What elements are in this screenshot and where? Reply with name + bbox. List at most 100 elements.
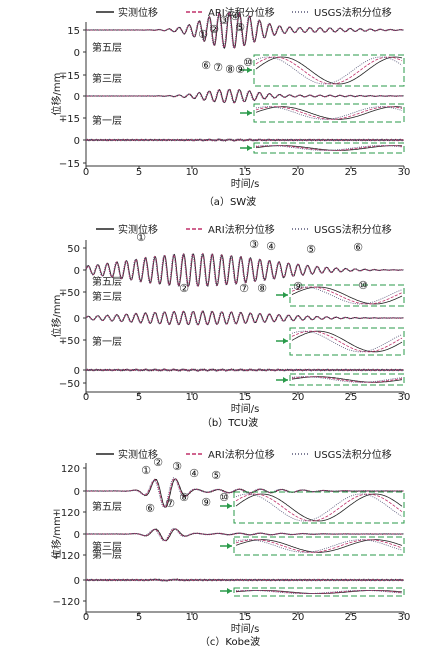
x-tick-label: 15 — [239, 612, 252, 623]
y-tick-label: 0 — [74, 530, 80, 541]
x-tick-label: 20 — [292, 392, 305, 403]
zoom-box — [289, 327, 405, 356]
zoom-series-line — [255, 56, 403, 85]
zoom-series-line — [291, 286, 403, 305]
marker-label: ⑧ — [179, 491, 189, 504]
y-tick-label: ∓15 — [59, 114, 80, 125]
y-tick-label: −50 — [59, 379, 80, 390]
marker-label: ⑩ — [358, 279, 368, 292]
zoom-series-line — [235, 539, 403, 553]
series-line-2 — [85, 478, 404, 508]
marker-label: ⑥ — [201, 59, 211, 72]
zoom-box — [233, 491, 405, 524]
y-axis-label: 位移/mm — [50, 516, 63, 559]
marker-label: ① — [198, 28, 208, 41]
zoom-series-line — [255, 145, 403, 151]
layer-label: 第一层 — [92, 335, 122, 348]
marker-label: ① — [141, 464, 151, 477]
zoom-arrow-head — [227, 503, 232, 509]
layer-label: 第一层 — [92, 114, 122, 127]
y-tick-label: 0 — [74, 576, 80, 587]
legend-label: 实测位移 — [118, 223, 158, 236]
x-tick-label: 15 — [239, 392, 252, 403]
x-tick-label: 5 — [136, 392, 142, 403]
zoom-series-line — [255, 106, 403, 120]
zoom-arrow-head — [247, 67, 252, 73]
x-tick-label: 30 — [398, 392, 411, 403]
zoom-series-line — [291, 330, 403, 353]
x-tick-label: 0 — [83, 167, 89, 178]
zoom-box — [289, 284, 405, 307]
zoom-arrow-head — [283, 338, 288, 344]
zoom-series-line — [255, 56, 403, 85]
y-tick-label: −120 — [53, 597, 80, 608]
marker-label: ⑤ — [235, 21, 245, 34]
series-line-2 — [85, 252, 404, 288]
zoom-series-line — [291, 330, 403, 353]
zoom-series-line — [291, 376, 403, 383]
zoom-series-line — [235, 493, 403, 522]
layer-label: 第五层 — [92, 41, 122, 54]
marker-label: ④ — [230, 10, 240, 23]
zoom-arrow-head — [227, 588, 232, 594]
marker-label: ⑧ — [225, 63, 235, 76]
zoom-series-line — [255, 145, 403, 151]
y-tick-label: 0 — [74, 92, 80, 103]
series-line-3 — [85, 578, 404, 582]
x-tick-label: 10 — [186, 392, 199, 403]
x-tick-label: 5 — [136, 167, 142, 178]
zoom-series-line — [291, 286, 403, 305]
layer-label: 第三层 — [92, 540, 122, 553]
zoom-arrow-head — [283, 377, 288, 383]
panel-caption: （c）Kobe波 — [200, 635, 260, 648]
y-tick-label: ∓120 — [53, 551, 80, 562]
zoom-box — [253, 103, 405, 123]
x-tick-label: 0 — [83, 612, 89, 623]
marker-label: ⑩ — [243, 56, 253, 69]
marker-label: ⑨ — [201, 496, 211, 509]
chart-panel-3: 实测位移 ARI法积分位移 USGS法积分位移1200∓1200∓1200−1200… — [50, 448, 410, 648]
series-line-3 — [85, 310, 404, 326]
layer-label: 第五层 — [92, 275, 122, 288]
x-axis-label: 时间/s — [231, 622, 260, 635]
marker-label: ③ — [249, 238, 259, 251]
x-tick-label: 30 — [398, 612, 411, 623]
marker-label: ③ — [172, 460, 182, 473]
series-line-3 — [85, 138, 404, 142]
zoom-series-line — [235, 493, 403, 522]
x-tick-label: 30 — [398, 167, 411, 178]
legend-label: USGS法积分位移 — [314, 6, 392, 19]
zoom-series-line — [255, 56, 403, 85]
y-tick-label: 15 — [67, 26, 80, 37]
marker-label: ⑦ — [165, 497, 175, 510]
marker-label: ⑩ — [219, 491, 229, 504]
series-line-3 — [85, 368, 404, 372]
y-tick-label: ∓50 — [59, 336, 80, 347]
zoom-box — [233, 536, 405, 556]
legend-label: ARI法积分位移 — [208, 448, 275, 461]
series-line-1 — [85, 528, 404, 542]
layer-label: 第五层 — [92, 500, 122, 513]
series-line-2 — [85, 578, 404, 582]
marker-label: ⑨ — [235, 63, 245, 76]
zoom-series-line — [255, 106, 403, 120]
marker-label: ⑤ — [306, 243, 316, 256]
series-line-1 — [85, 478, 404, 508]
layer-label: 第三层 — [92, 290, 122, 303]
marker-label: ① — [136, 231, 146, 244]
y-tick-label: −15 — [59, 159, 80, 170]
legend-label: USGS法积分位移 — [314, 223, 392, 236]
marker-label: ⑦ — [239, 282, 249, 295]
series-line-3 — [85, 527, 404, 542]
x-tick-label: 0 — [83, 392, 89, 403]
marker-label: ⑥ — [353, 241, 363, 254]
marker-label: ② — [179, 282, 189, 295]
legend-label: USGS法积分位移 — [314, 448, 392, 461]
y-tick-label: 50 — [67, 244, 80, 255]
zoom-arrow-head — [283, 292, 288, 298]
marker-label: ⑧ — [257, 282, 267, 295]
marker-label: ④ — [266, 240, 276, 253]
